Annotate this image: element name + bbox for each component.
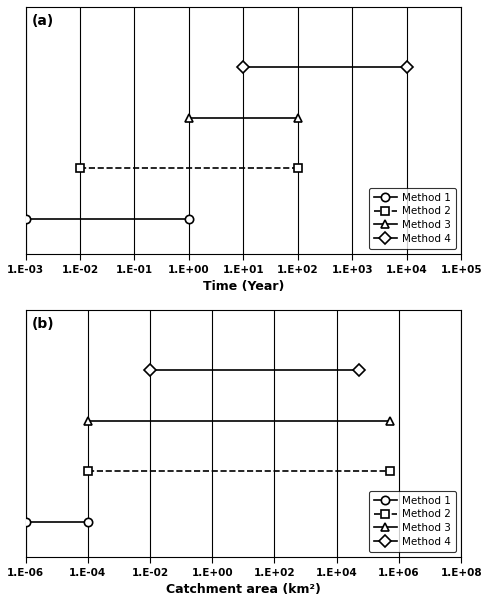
X-axis label: Time (Year): Time (Year) (202, 280, 284, 293)
X-axis label: Catchment area (km²): Catchment area (km²) (165, 583, 320, 596)
Legend: Method 1, Method 2, Method 3, Method 4: Method 1, Method 2, Method 3, Method 4 (368, 188, 455, 249)
Text: (b): (b) (32, 317, 55, 331)
Legend: Method 1, Method 2, Method 3, Method 4: Method 1, Method 2, Method 3, Method 4 (368, 490, 455, 552)
Text: (a): (a) (32, 14, 54, 28)
